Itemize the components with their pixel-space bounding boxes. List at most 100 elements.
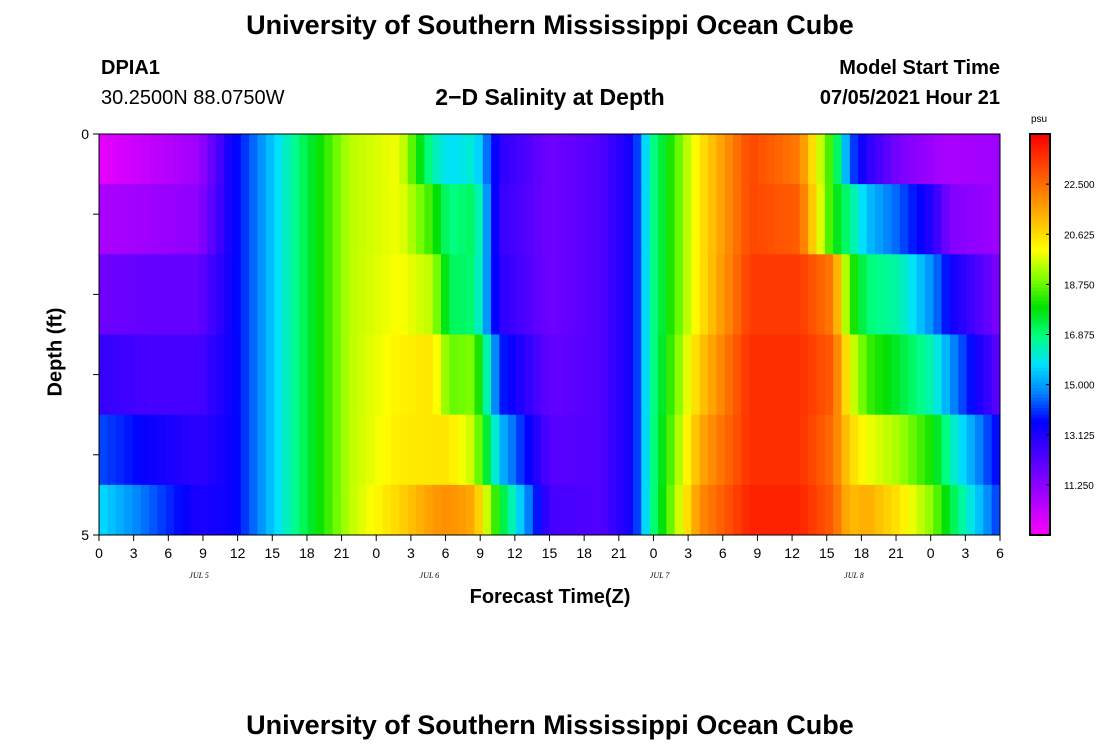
heatmap-cell (449, 254, 459, 335)
heatmap-cell (924, 414, 934, 486)
heatmap-cell (991, 484, 1001, 536)
heatmap-cell (549, 484, 559, 536)
heatmap-cell (916, 414, 926, 486)
heatmap-cell (924, 184, 934, 255)
heatmap-cell (749, 484, 759, 536)
heatmap-cell (883, 184, 892, 255)
colorbar-segment (1030, 291, 1050, 295)
colorbar-segment (1030, 451, 1050, 456)
heatmap-cell (466, 184, 475, 255)
heatmap-cell (349, 484, 359, 536)
heatmap-cell (374, 184, 384, 255)
heatmap-cell (641, 484, 651, 536)
colorbar-segment (1030, 297, 1050, 302)
heatmap-cell (174, 184, 183, 255)
heatmap-cell (866, 334, 876, 416)
heatmap-cell (190, 254, 200, 335)
heatmap-cell (724, 184, 734, 255)
colorbar-segment (1030, 508, 1050, 513)
heatmap-cell (390, 184, 400, 255)
model-start-label: Model Start Time (839, 57, 1000, 79)
heatmap-cell (340, 134, 350, 185)
heatmap-cell (399, 184, 409, 255)
heatmap-cell (983, 254, 993, 335)
heatmap-cell (783, 254, 792, 335)
heatmap-cell (107, 334, 117, 416)
heatmap-cell (841, 254, 851, 335)
footer-title: University of Southern Mississippi Ocean… (246, 710, 854, 740)
heatmap-cell (849, 484, 859, 536)
heatmap-cell (249, 334, 258, 416)
heatmap-cell (315, 334, 325, 416)
heatmap-cell (332, 184, 342, 255)
heatmap-cell (416, 254, 425, 335)
colorbar-segment (1030, 518, 1050, 523)
heatmap-cell (232, 484, 242, 536)
heatmap-cell (899, 484, 909, 536)
heatmap-cell (841, 184, 851, 255)
heatmap-cell (607, 184, 617, 255)
heatmap-cell (699, 134, 709, 185)
heatmap-cell (916, 334, 926, 416)
heatmap-cell (674, 184, 684, 255)
colorbar-segment (1030, 230, 1050, 235)
heatmap-cell (249, 484, 258, 536)
heatmap-cell (783, 184, 792, 255)
colorbar-label: 20.625 (1064, 230, 1095, 241)
heatmap-cell (758, 254, 767, 335)
heatmap-cell (549, 134, 559, 185)
heatmap-cell (924, 484, 934, 536)
colorbar-segment (1030, 234, 1050, 239)
heatmap-cell (482, 254, 492, 335)
heatmap-cell (858, 334, 867, 416)
heatmap-cell (457, 134, 467, 185)
colorbar-segment (1030, 357, 1050, 362)
heatmap-cell (758, 134, 767, 185)
colorbar-segment (1030, 464, 1050, 469)
heatmap-cell (340, 334, 350, 416)
heatmap-cell (741, 334, 751, 416)
heatmap-cell (124, 414, 133, 486)
heatmap-cell (883, 334, 892, 416)
heatmap-cell (249, 254, 258, 335)
heatmap-cell (899, 134, 909, 185)
colorbar-segment (1030, 448, 1050, 452)
heatmap-cell (974, 184, 984, 255)
colorbar-segment (1030, 207, 1050, 212)
heatmap-cell (399, 334, 409, 416)
heatmap-cell (257, 414, 267, 486)
colorbar-segment (1030, 491, 1050, 496)
heatmap-cell (883, 254, 892, 335)
heatmap-cell (657, 134, 667, 185)
heatmap-cell (249, 134, 258, 185)
heatmap-cell (774, 484, 784, 536)
heatmap-cell (816, 254, 826, 335)
heatmap-cell (816, 334, 826, 416)
heatmap-cell (616, 254, 625, 335)
colorbar-segment (1030, 294, 1050, 299)
heatmap-cell (115, 414, 125, 486)
heatmap-cell (866, 254, 876, 335)
heatmap-cell (299, 134, 308, 185)
heatmap-cell (599, 334, 609, 416)
heatmap-cell (215, 334, 225, 416)
heatmap-cell (199, 484, 208, 536)
heatmap-cell (349, 184, 359, 255)
heatmap-cell (466, 254, 475, 335)
colorbar-segment (1030, 184, 1050, 188)
heatmap-cell (557, 484, 567, 536)
heatmap-cell (524, 254, 534, 335)
colorbar-segment (1030, 217, 1050, 222)
heatmap-cell (758, 334, 767, 416)
heatmap-cell (282, 414, 292, 486)
x-tick-label: 3 (407, 545, 415, 561)
heatmap-cell (991, 334, 1001, 416)
heatmap-cell (165, 414, 175, 486)
heatmap-cell (199, 134, 208, 185)
colorbar-segment (1030, 528, 1050, 533)
heatmap-cell (507, 484, 517, 536)
colorbar-segment (1030, 484, 1050, 489)
heatmap-cell (824, 414, 834, 486)
heatmap-cell (407, 484, 417, 536)
heatmap-cell (549, 414, 559, 486)
